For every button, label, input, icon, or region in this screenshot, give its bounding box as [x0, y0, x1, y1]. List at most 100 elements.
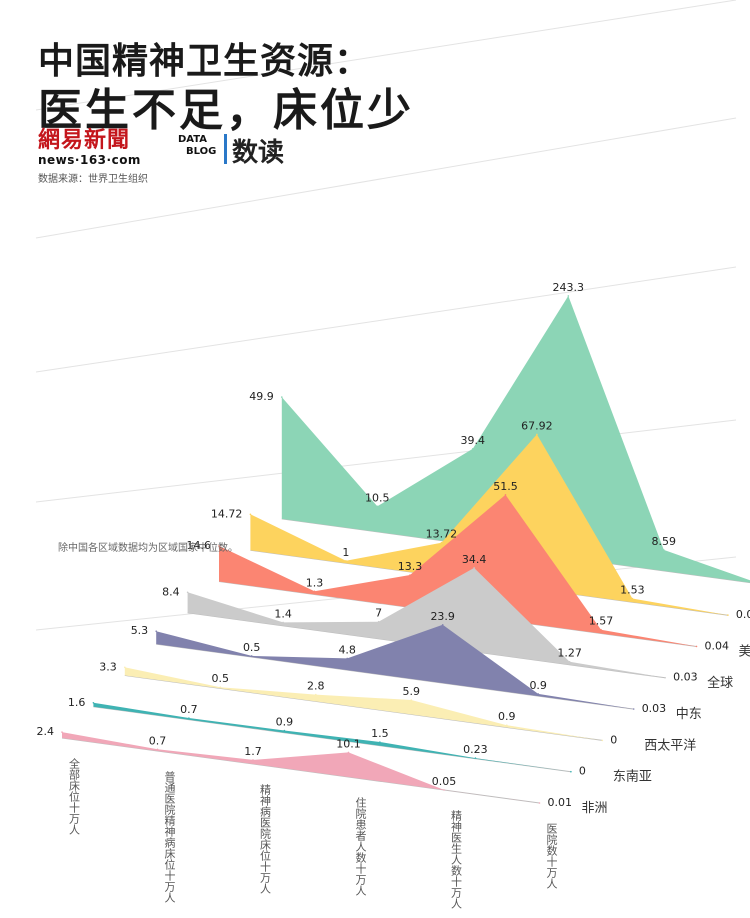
data-label: 23.9 — [430, 610, 455, 623]
series-label: 非洲 — [582, 801, 608, 816]
data-label: 0.5 — [243, 641, 261, 654]
data-point — [664, 676, 666, 679]
data-label: 14.6 — [187, 539, 212, 552]
data-point — [379, 741, 381, 743]
datablog-cn-label: 数读 — [232, 138, 285, 168]
data-label: 0.5 — [212, 672, 230, 685]
datablog-line1: DATA — [178, 134, 208, 145]
data-label: 1.6 — [68, 696, 86, 709]
gridline — [35, 266, 737, 373]
data-label: 34.4 — [462, 553, 487, 566]
chart-footnote: 除中国各区域数据均为区域国家中位数。 — [58, 543, 238, 554]
data-point — [281, 396, 283, 398]
data-label: 2.8 — [307, 680, 325, 693]
data-point — [600, 628, 602, 631]
data-label: 0.7 — [149, 734, 167, 747]
data-point — [376, 505, 379, 508]
data-point — [473, 567, 475, 569]
data-label: 8.4 — [162, 585, 180, 598]
data-point — [632, 708, 635, 710]
data-point — [155, 630, 157, 632]
data-point — [92, 702, 95, 704]
data-point — [186, 591, 189, 594]
data-label: 0.7 — [180, 703, 198, 716]
data-label: 1.57 — [589, 615, 614, 628]
data-point — [347, 751, 350, 754]
data-point — [346, 657, 349, 660]
series-label: 中东 — [676, 707, 702, 722]
data-label: 13.3 — [398, 560, 423, 573]
category-label: 精神病医院床位十万人 — [259, 784, 272, 894]
data-point — [472, 448, 474, 450]
data-label: 5.3 — [131, 624, 149, 637]
data-point — [506, 724, 508, 726]
data-label: 51.5 — [493, 480, 518, 493]
data-point — [727, 614, 729, 616]
data-point — [283, 729, 286, 732]
category-label: 精神医生人数十万人 — [450, 810, 463, 909]
data-point — [504, 494, 507, 496]
data-source: 数据来源：世界卫生组织 — [38, 174, 148, 185]
data-label: 1.27 — [557, 647, 582, 660]
data-label: 0.06 — [736, 608, 750, 621]
data-point — [250, 655, 253, 657]
data-point — [568, 660, 571, 663]
data-point — [441, 624, 444, 626]
data-label: 7 — [375, 607, 382, 620]
data-point — [377, 620, 380, 623]
series-area-7f8e6d32 — [219, 494, 697, 647]
series-label: 全球 — [707, 675, 733, 691]
data-point — [61, 731, 63, 733]
data-point — [409, 574, 411, 576]
data-label: 2.4 — [37, 725, 55, 738]
data-label: 0.9 — [276, 716, 294, 729]
data-point — [570, 770, 572, 773]
gridline — [35, 117, 737, 239]
data-label: 3.3 — [99, 660, 117, 673]
series-layer-897f592a5e736d0b — [124, 666, 604, 742]
netease-news-domain: news·163·com — [38, 153, 141, 167]
data-label: 4.8 — [338, 643, 356, 656]
category-label: 住院患者人数十万人 — [354, 796, 367, 896]
chart-title-line2: 医生不足，床位少 — [38, 85, 414, 136]
datablog-line2: BLOG — [186, 146, 217, 157]
series-area-6b276d32 — [281, 295, 750, 583]
data-point — [219, 686, 222, 688]
data-point — [218, 545, 220, 547]
series-label: 西太平洋 — [644, 738, 696, 753]
data-point — [124, 666, 126, 669]
data-label: 0.01 — [548, 796, 573, 809]
data-point — [567, 295, 570, 297]
data-point — [315, 693, 317, 696]
data-label: 1.7 — [244, 745, 262, 758]
series-area-975e6d32 — [62, 732, 540, 803]
data-point — [474, 757, 477, 759]
category-label: 全部床位十万人 — [68, 757, 81, 835]
series-label: 美洲 — [739, 645, 750, 660]
netease-news-logo: 網易新聞 news·163·com — [38, 128, 163, 172]
data-label: 0.05 — [432, 775, 457, 788]
series-labels: 非洲东南亚西太平洋中东全球美洲中国欧洲 — [582, 645, 750, 817]
data-label: 1.53 — [620, 584, 645, 597]
data-label: 1.5 — [371, 727, 389, 740]
datablog-badge: DATA BLOG — [178, 134, 227, 164]
category-label: 普通医院精神病床位十万人 — [163, 770, 176, 903]
data-point — [313, 590, 316, 593]
data-label: 67.92 — [521, 419, 553, 432]
data-point — [410, 699, 413, 701]
data-point — [249, 513, 252, 516]
netease-news-logo-cn: 網易新聞 — [38, 127, 131, 153]
data-label: 0.23 — [463, 743, 488, 756]
data-point — [252, 759, 254, 761]
chart-title-line1: 中国精神卫生资源： — [38, 41, 372, 82]
data-point — [156, 748, 159, 751]
value-labels: 2.4 0.7 1.7 10.1 0.05 0.01 1.6 0.7 0.9 1.5 0.23 0 3.… — [37, 281, 750, 809]
series-area-4e2d4e1c — [156, 624, 634, 710]
data-point — [443, 789, 445, 791]
data-point — [601, 739, 604, 742]
data-label: 0 — [610, 733, 617, 746]
data-label: 39.4 — [461, 434, 486, 447]
data-label: 10.5 — [365, 491, 390, 504]
data-label: 1.3 — [306, 576, 324, 589]
